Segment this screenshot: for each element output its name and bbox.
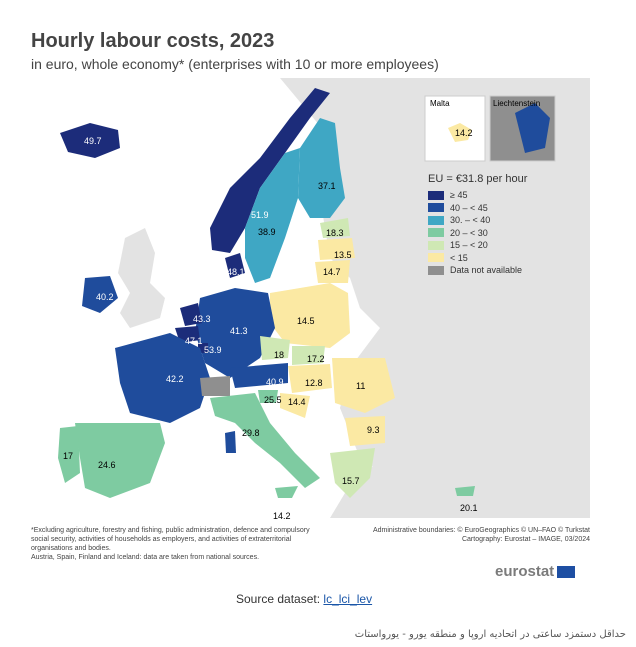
- sicily-shape: [275, 486, 298, 498]
- europe-map: [30, 78, 590, 518]
- switzerland-shape: [200, 376, 230, 396]
- source-label: Source dataset:: [236, 592, 321, 606]
- netherlands-shape: [180, 303, 202, 326]
- legend-item: 15 – < 20: [428, 239, 522, 252]
- lithuania-shape: [315, 260, 350, 283]
- cyprus-shape: [455, 486, 475, 496]
- label-czechia: 18: [274, 350, 285, 360]
- label-luxembourg: 53.9: [204, 345, 222, 355]
- label-croatia: 14.4: [288, 397, 306, 407]
- denmark-shape: [225, 253, 245, 278]
- austria-shape: [230, 363, 288, 388]
- hungary-shape: [288, 364, 332, 393]
- legend-swatch: [428, 240, 444, 250]
- map-subtitle: in euro, whole economy* (enterprises wit…: [31, 56, 439, 72]
- image-caption: حداقل دستمزد ساعتی در اتحادیه اروپا و من…: [354, 629, 626, 640]
- finland-shape: [298, 118, 345, 218]
- bulgaria-shape: [345, 416, 385, 446]
- cartography-line: Cartography: Eurostat – IMAGE, 03/2024: [461, 536, 590, 543]
- legend-item: < 15: [428, 252, 522, 265]
- poland-shape: [270, 283, 350, 348]
- legend-swatch: [428, 203, 444, 213]
- romania-shape: [332, 358, 395, 413]
- legend-item: 40 – < 45: [428, 202, 522, 215]
- label-greece: 15.7: [342, 476, 360, 486]
- label-sweden: 38.9: [258, 227, 276, 237]
- france-shape: [115, 333, 210, 423]
- legend-item: Data not available: [428, 264, 522, 277]
- liechtenstein-inset-title: Liechtenstein: [493, 99, 541, 108]
- portugal-shape: [58, 426, 80, 483]
- label-spain: 24.6: [98, 460, 116, 470]
- label-italy: 29.8: [242, 428, 260, 438]
- legend-swatch: [428, 215, 444, 225]
- legend: ≥ 45 40 – < 45 30. – < 40 20 – < 30 15 –…: [428, 189, 522, 277]
- label-iceland: 49.7: [84, 136, 102, 146]
- eurostat-logo: eurostat: [495, 563, 576, 580]
- label-latvia: 13.5: [334, 250, 352, 260]
- label-slovakia: 17.2: [307, 354, 325, 364]
- label-finland: 37.1: [318, 181, 336, 191]
- label-lithuania: 14.7: [323, 267, 341, 277]
- admin-boundaries-line: Administrative boundaries: © EuroGeograp…: [372, 527, 590, 534]
- label-netherlands: 43.3: [193, 314, 211, 324]
- legend-swatch: [428, 265, 444, 275]
- eu-flag-icon: [557, 565, 576, 578]
- germany-shape: [195, 288, 275, 378]
- legend-swatch: [428, 253, 444, 263]
- admin-credits: Administrative boundaries: © EuroGeograp…: [322, 526, 590, 544]
- label-denmark: 48.1: [227, 267, 245, 277]
- label-germany: 41.3: [230, 326, 248, 336]
- greece-shape: [330, 448, 375, 498]
- latvia-shape: [318, 238, 355, 260]
- label-poland: 14.5: [297, 316, 315, 326]
- legend-item: ≥ 45: [428, 189, 522, 202]
- label-estonia: 18.3: [326, 228, 344, 238]
- legend-swatch: [428, 228, 444, 238]
- malta-inset-value: 14.2: [455, 128, 473, 138]
- source-dataset-link[interactable]: lc_lci_lev: [323, 592, 373, 606]
- estonia-shape: [320, 218, 350, 238]
- iceland-shape: [60, 123, 120, 158]
- sweden-shape: [245, 148, 300, 283]
- legend-item: 30. – < 40: [428, 214, 522, 227]
- label-hungary: 12.8: [305, 378, 323, 388]
- czechia-shape: [260, 336, 290, 360]
- label-norway: 51.9: [251, 210, 269, 220]
- legend-swatch: [428, 190, 444, 200]
- norway-shape: [210, 88, 330, 253]
- slovakia-shape: [292, 346, 325, 365]
- legend-item: 20 – < 30: [428, 227, 522, 240]
- label-bulgaria: 9.3: [367, 425, 380, 435]
- croatia-shape: [280, 393, 310, 418]
- source-line: Source dataset: lc_lci_lev: [236, 592, 372, 606]
- malta-inset-title: Malta: [430, 99, 450, 108]
- sardinia-shape: [225, 431, 236, 453]
- footnote: *Excluding agriculture, forestry and fis…: [31, 527, 310, 561]
- label-slovenia: 25.5: [264, 395, 282, 405]
- legend-title: EU = €31.8 per hour: [428, 173, 528, 185]
- spain-shape: [75, 423, 165, 498]
- label-ireland: 40.2: [96, 292, 114, 302]
- ireland-shape: [82, 276, 118, 313]
- label-belgium: 47.1: [185, 336, 203, 346]
- label-cyprus: 20.1: [460, 503, 478, 513]
- label-france: 42.2: [166, 374, 184, 384]
- label-portugal: 17: [63, 451, 74, 461]
- slovenia-shape: [258, 390, 278, 403]
- map-title: Hourly labour costs, 2023: [31, 30, 275, 52]
- italy-shape: [210, 393, 320, 488]
- label-romania: 11: [356, 381, 366, 391]
- label-austria: 40.9: [266, 377, 284, 387]
- logo-text: eurostat: [495, 563, 555, 580]
- label-sicily: 14.2: [273, 511, 291, 521]
